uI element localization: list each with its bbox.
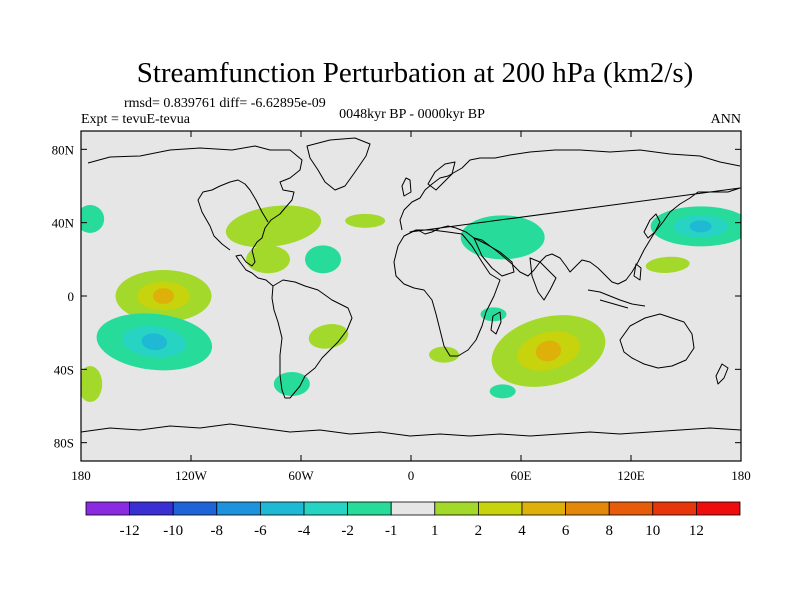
anomaly-12 — [489, 384, 516, 399]
anomaly-0 — [225, 205, 322, 248]
anomaly-8 — [460, 215, 545, 260]
colorbar: -12 -10 -8 -6 -4 -2 -1 1 2 4 6 8 10 12 — [85, 501, 741, 539]
colorbar-label: 12 — [689, 523, 704, 539]
x-tick-label: 120W — [175, 468, 208, 483]
colorbar-label: -6 — [254, 523, 267, 539]
anomaly-1 — [246, 245, 290, 274]
anomaly-16 — [81, 366, 103, 402]
anomaly-outer — [225, 205, 322, 248]
anomaly-13 — [650, 206, 741, 247]
colorbar-label: 2 — [475, 523, 483, 539]
anomaly-outer — [645, 256, 690, 273]
x-tick-label: 180 — [731, 468, 751, 483]
colorbar-label: -10 — [163, 523, 183, 539]
colorbar-swatch — [259, 501, 305, 516]
x-tick-label: 0 — [408, 468, 415, 483]
coastlines — [81, 137, 741, 437]
period-label: 0048kyr BP - 0000kyr BP — [339, 107, 485, 122]
colorbar-label: -1 — [385, 523, 398, 539]
colorbar-swatch — [652, 501, 697, 516]
colorbar-swatch — [172, 501, 218, 516]
coast-antarctica — [81, 423, 741, 437]
x-tick-label: 60W — [288, 468, 314, 483]
anomaly-7 — [273, 372, 310, 396]
colorbar-label: -8 — [211, 523, 224, 539]
y-tick-label: 0 — [68, 289, 75, 304]
colorbar-swatch — [521, 501, 566, 516]
chart-title: Streamfunction Perturbation at 200 hPa (… — [137, 57, 694, 89]
coast-greenland — [306, 137, 371, 191]
y-tick-label: 40S — [54, 362, 74, 377]
anomaly-15 — [81, 205, 105, 233]
coast-india — [529, 257, 557, 301]
anomaly-2 — [115, 270, 212, 322]
coast-eurasia — [399, 149, 741, 285]
y-tick-label: 40N — [52, 216, 75, 231]
coast-south-america — [271, 279, 353, 399]
colorbar-swatch — [303, 501, 348, 516]
anomaly-outer — [81, 205, 105, 233]
colorbar-label: 10 — [645, 523, 660, 539]
stats-label: rmsd= 0.839761 diff= -6.62895e-09 — [124, 96, 326, 111]
colorbar-label: -12 — [120, 523, 140, 539]
colorbar-label: 1 — [431, 523, 439, 539]
x-tick-label: 60E — [511, 468, 532, 483]
axis-ticks: 180 120W 60W 0 60E 120E 180 80N 40N 0 40S 80S — [52, 131, 751, 483]
coast-australia — [619, 313, 695, 369]
colorbar-label: 4 — [518, 523, 526, 539]
coast-arabia — [473, 237, 515, 277]
coast-indonesia — [587, 289, 646, 309]
anomaly-peak — [535, 340, 562, 362]
x-tick-label: 180 — [71, 468, 91, 483]
colorbar-label: 8 — [605, 523, 613, 539]
y-tick-label: 80N — [52, 142, 75, 157]
anomaly-peak — [689, 220, 712, 233]
y-tick-label: 80S — [54, 436, 74, 451]
anomaly-layer — [81, 205, 741, 402]
colorbar-swatch — [129, 501, 174, 516]
anomaly-outer — [246, 245, 290, 274]
colorbar-swatch — [85, 501, 130, 516]
coast-scandinavia — [427, 161, 456, 191]
x-tick-label: 120E — [617, 468, 645, 483]
colorbar-swatch — [347, 501, 392, 516]
anomaly-outer — [273, 372, 310, 396]
coast-uk — [401, 177, 412, 197]
anomaly-4 — [305, 245, 341, 274]
colorbar-label: 6 — [562, 523, 570, 539]
anomaly-peak — [141, 333, 168, 351]
colorbar-swatch — [477, 501, 523, 516]
coast-africa — [393, 229, 501, 357]
coast-philippines — [633, 263, 642, 281]
anomaly-peak — [152, 288, 175, 304]
anomaly-outer — [345, 213, 386, 228]
anomaly-outer — [305, 245, 341, 274]
anomaly-outer — [308, 324, 349, 349]
coast-north-america — [87, 145, 303, 287]
anomaly-outer — [489, 384, 516, 399]
colorbar-label: -2 — [341, 523, 354, 539]
anomaly-3 — [96, 313, 213, 371]
anomaly-outer — [460, 215, 545, 260]
anomaly-6 — [308, 324, 349, 349]
coast-madagascar — [490, 311, 502, 335]
anomaly-9 — [491, 315, 606, 387]
anomaly-14 — [645, 256, 690, 273]
season-label: ANN — [711, 112, 741, 127]
anomaly-10 — [429, 346, 459, 363]
colorbar-label: -4 — [298, 523, 311, 539]
coast-new-zealand — [715, 363, 729, 385]
colorbar-swatch — [434, 501, 479, 516]
colorbar-swatch — [390, 501, 436, 516]
anomaly-outer — [81, 366, 103, 402]
colorbar-swatch — [565, 501, 610, 516]
colorbar-swatch — [608, 501, 654, 516]
colorbar-swatch — [216, 501, 261, 516]
coast-japan — [643, 213, 661, 239]
anomaly-outer — [429, 346, 459, 363]
colorbar-swatch — [696, 501, 741, 516]
experiment-label: Expt = tevuE-tevua — [81, 112, 191, 127]
anomaly-5 — [345, 213, 386, 228]
